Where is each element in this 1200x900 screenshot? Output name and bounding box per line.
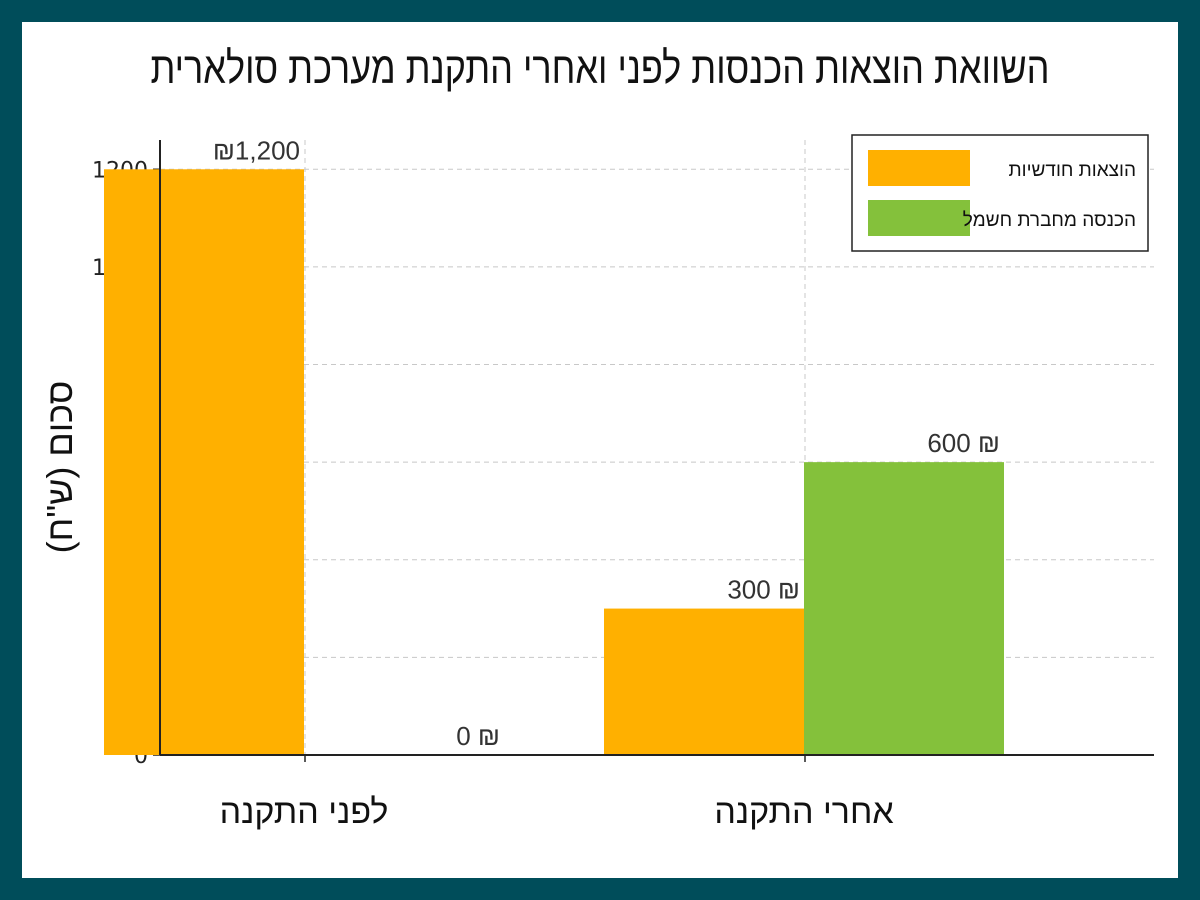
bar-expenses (604, 608, 804, 755)
x-tick-label: לפני התקנה (220, 793, 389, 831)
legend-label: הוצאות חודשיות (1009, 160, 1136, 181)
legend-swatch (868, 150, 970, 186)
bar-income (804, 462, 1004, 755)
chart-title: השוואת הוצאות הכנסות לפני ואחרי התקנת מע… (150, 44, 1050, 93)
data-label: 0 ₪ (456, 721, 500, 751)
bar-expenses (104, 169, 304, 756)
data-label: 300 ₪ (727, 575, 800, 605)
x-tick-label: אחרי התקנה (714, 793, 893, 831)
data-label: ₪1,200 (213, 135, 300, 165)
y-axis-title: סכום (ש"ח) (39, 381, 80, 554)
data-label: 600 ₪ (927, 428, 1000, 458)
chart-frame: השוואת הוצאות הכנסות לפני ואחרי התקנת מע… (22, 22, 1178, 878)
legend-swatch (868, 200, 970, 236)
legend-label: הכנסה מחברת חשמל (963, 210, 1136, 231)
